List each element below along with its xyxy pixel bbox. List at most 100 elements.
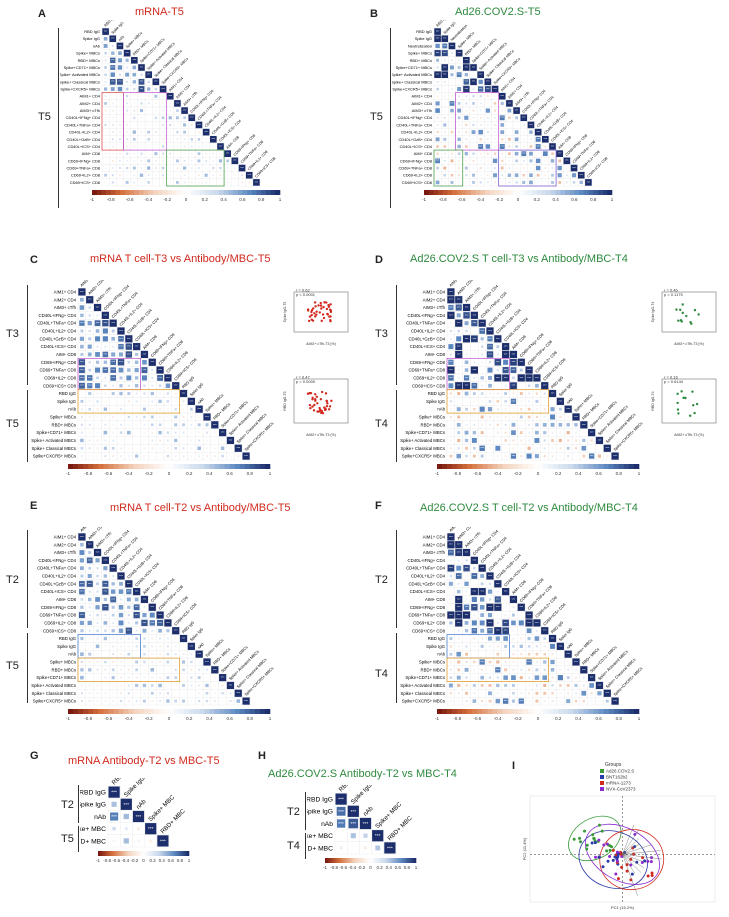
heat-cell xyxy=(500,130,505,135)
heat-cell xyxy=(504,400,507,403)
heat-cell xyxy=(143,606,146,609)
heat-cell xyxy=(140,350,149,359)
heat-cell xyxy=(127,668,130,671)
heat-cell xyxy=(111,109,114,112)
heat-cell xyxy=(512,637,515,640)
row-label: AIM2+ CD4 xyxy=(54,297,77,302)
heat-cell xyxy=(241,181,243,184)
row-label: AIM2+ CD4 xyxy=(80,101,101,106)
heat-cell xyxy=(465,575,468,577)
heat-cell xyxy=(528,439,530,442)
sig-stars: *** xyxy=(338,809,344,815)
heat-cell xyxy=(464,391,469,396)
sig-stars: *** xyxy=(158,376,162,380)
heat-cell xyxy=(135,431,138,434)
heat-cell xyxy=(117,359,125,366)
heatmap-b: RBD IgG RBD IgG *** Spike IgG Spike IgG *** **… xyxy=(391,15,622,225)
colorbar-segment xyxy=(189,464,195,469)
heat-cell xyxy=(103,566,108,571)
heat-cell xyxy=(473,407,476,411)
colorbar-segment xyxy=(109,851,112,856)
heat-cell xyxy=(190,439,193,442)
sig-stars: *** xyxy=(496,605,500,609)
heat-cell xyxy=(112,622,115,624)
heat-cell xyxy=(435,137,440,142)
heat-cell xyxy=(556,150,563,157)
colorbar-segment xyxy=(447,190,453,195)
heat-cell xyxy=(457,66,461,69)
scatter-point xyxy=(319,304,323,307)
colorbar-segment xyxy=(543,464,549,469)
heat-cell xyxy=(166,676,170,680)
heat-cell xyxy=(221,684,224,687)
heat-cell xyxy=(515,124,518,126)
heat-cell xyxy=(450,700,452,702)
sig-stars: *** xyxy=(80,376,84,380)
row-label: Spike+ MBCs xyxy=(408,51,432,56)
heat-cell xyxy=(465,446,468,450)
row-label: RBD+ MBCs xyxy=(52,422,76,427)
heat-cell xyxy=(140,138,143,141)
pca-point xyxy=(625,863,629,867)
heat-cell xyxy=(135,416,138,418)
heat-cell xyxy=(464,368,469,372)
pca-xlabel: PC1 (15.2%) xyxy=(611,905,635,910)
heat-cell xyxy=(174,455,177,457)
heat-cell xyxy=(465,661,468,663)
heat-cell xyxy=(133,87,136,91)
heat-cell xyxy=(479,109,482,112)
sig-stars: *** xyxy=(488,345,492,349)
heat-cell xyxy=(480,415,484,419)
heat-cell xyxy=(384,842,396,854)
heat-cell xyxy=(96,629,99,632)
row-label: CD40L+ICS+ CD4 xyxy=(41,589,77,594)
sig-stars: *** xyxy=(80,360,84,364)
heat-cell xyxy=(142,359,147,365)
heat-cell xyxy=(217,143,224,150)
heat-cell xyxy=(544,181,547,184)
heat-cell xyxy=(465,637,468,640)
heat-cell xyxy=(135,683,139,688)
heat-cell xyxy=(575,455,577,457)
colorbar-tick: -0.2 xyxy=(514,716,522,721)
sig-stars: *** xyxy=(150,605,154,609)
col-label: Spike+CXCR5+ MBCs xyxy=(493,57,521,85)
colorbar-segment xyxy=(350,858,353,863)
heat-cell xyxy=(478,86,484,92)
heat-cell xyxy=(457,692,460,695)
sig-stars: *** xyxy=(574,415,578,419)
heat-cell xyxy=(496,590,499,593)
heat-cell xyxy=(111,801,117,807)
heat-cell xyxy=(119,391,123,396)
row-label: Spike+ Classical MBCs xyxy=(392,79,432,84)
colorbar-segment xyxy=(169,709,175,714)
colorbar-segment xyxy=(583,464,589,469)
panel-letter-g: G xyxy=(30,750,39,762)
row-label: nAb xyxy=(94,814,106,821)
row-label: CD40L+IFNg+ CD4 xyxy=(398,115,433,120)
heat-cell xyxy=(473,423,476,426)
heat-cell xyxy=(457,683,461,688)
heat-cell xyxy=(556,397,564,405)
heat-cell xyxy=(135,668,138,672)
colorbar-tick: 0.6 xyxy=(239,197,246,202)
col-label: RBD IgG xyxy=(338,785,360,793)
heat-cell xyxy=(195,405,203,413)
row-label: CD40L+IL2+ CD4 xyxy=(411,329,446,334)
colorbar-tick: 0 xyxy=(537,471,540,476)
heat-cell xyxy=(133,124,136,126)
sig-stars: *** xyxy=(582,668,586,672)
heat-cell xyxy=(574,683,578,688)
colorbar-segment xyxy=(270,190,276,195)
heat-cell xyxy=(135,637,138,640)
heat-cell xyxy=(488,361,492,364)
scatter-r: r = 0.62 xyxy=(296,288,310,293)
heat-cell xyxy=(458,181,460,184)
heat-cell xyxy=(132,137,136,141)
scatter-p: p = 0.0009 xyxy=(296,379,316,384)
sig-stars: *** xyxy=(473,368,477,372)
heat-cell xyxy=(127,700,130,702)
heat-cell xyxy=(462,548,471,557)
